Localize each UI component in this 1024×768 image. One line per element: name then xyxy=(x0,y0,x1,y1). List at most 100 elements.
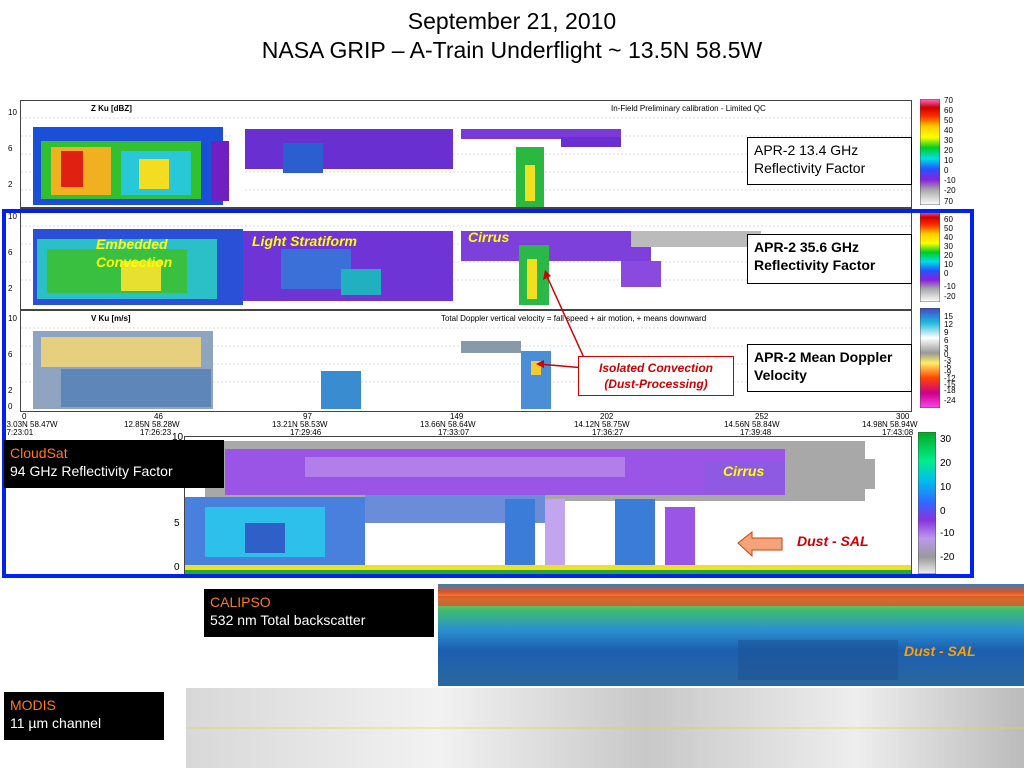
colorbar-label: 12 xyxy=(944,320,953,329)
calipso-panel xyxy=(438,584,1024,686)
x-tick-time: 17:43:08 xyxy=(882,428,914,437)
apr2-ku-header: Z Ku [dBZ] xyxy=(91,104,132,113)
y-tick: 10 xyxy=(8,314,17,323)
apr2-doppler-image xyxy=(21,327,911,409)
modis-panel xyxy=(186,688,1024,768)
annotation-light-stratiform: Light Stratiform xyxy=(252,233,357,249)
x-tick-km: 0 xyxy=(22,412,27,421)
colorbar-ka xyxy=(920,210,940,302)
colorbar-label: 20 xyxy=(944,146,953,155)
colorbar-label: 70 xyxy=(944,96,953,105)
colorbar-label: -20 xyxy=(944,292,956,301)
x-tick-km: 46 xyxy=(154,412,163,421)
y-tick: 2 xyxy=(8,180,13,189)
modis-image xyxy=(186,688,1024,768)
cloudsat-y-tick: 5 xyxy=(174,518,180,529)
x-tick-loc: 14.56N 58.84W xyxy=(724,420,780,429)
colorbar-label: 30 xyxy=(940,434,952,445)
colorbar-label: 0 xyxy=(944,269,949,278)
apr2-doppler-header: V Ku [m/s] xyxy=(91,314,131,323)
colorbar-label: 0 xyxy=(944,350,949,359)
cloudsat-panel xyxy=(184,436,912,578)
annotation-dust-sal-calipso: Dust - SAL xyxy=(904,643,976,659)
x-tick-time: 17:29:46 xyxy=(290,428,322,437)
cloudsat-name: CloudSat xyxy=(10,445,68,461)
colorbar-label: 10 xyxy=(944,156,953,165)
colorbar-label: 50 xyxy=(944,116,953,125)
cloudsat-y-tick: 0 xyxy=(174,562,180,573)
colorbar-cloudsat xyxy=(918,432,936,574)
colorbar-label: 10 xyxy=(944,260,953,269)
x-tick-km: 97 xyxy=(303,412,312,421)
x-tick-time: 17:23:01 xyxy=(2,428,34,437)
colorbar-label: 15 xyxy=(944,312,953,321)
apr2-ka-image xyxy=(21,225,911,305)
colorbar-label: 60 xyxy=(944,215,953,224)
colorbar-label: -10 xyxy=(940,528,955,539)
x-tick-km: 202 xyxy=(600,412,614,421)
colorbar-label: -20 xyxy=(944,186,956,195)
calipso-image xyxy=(438,584,1024,686)
apr2-ka-label: APR-2 35.6 GHz Reflectivity Factor xyxy=(747,234,912,284)
apr2-ku-image xyxy=(21,117,911,207)
title-line-2: NASA GRIP – A-Train Underflight ~ 13.5N … xyxy=(261,37,763,63)
x-tick-loc: 14.12N 58.75W xyxy=(574,420,630,429)
x-tick-km: 252 xyxy=(755,412,769,421)
x-tick-loc: 13.21N 58.53W xyxy=(272,420,328,429)
colorbar-label: 30 xyxy=(944,242,953,251)
colorbar-label: 3 xyxy=(944,344,949,353)
colorbar-label: -20 xyxy=(940,552,955,563)
colorbar-doppler xyxy=(920,308,940,408)
apr2-doppler-label: APR-2 Mean Doppler Velocity xyxy=(747,344,912,392)
colorbar-label: -24 xyxy=(944,396,956,405)
x-tick-loc: 12.85N 58.28W xyxy=(124,420,180,429)
apr2-ku-label: APR-2 13.4 GHz Reflectivity Factor xyxy=(747,137,912,185)
colorbar-label: 40 xyxy=(944,233,953,242)
colorbar-label: -9 xyxy=(944,368,952,377)
y-tick: 2 xyxy=(8,284,13,293)
y-tick: 10 xyxy=(8,212,17,221)
calipso-label: CALIPSO 532 nm Total backscatter xyxy=(204,589,434,637)
annotation-dust-sal-cloudsat: Dust - SAL xyxy=(797,533,869,549)
modis-desc: 11 µm channel xyxy=(10,715,102,731)
colorbar-label: 30 xyxy=(944,136,953,145)
x-tick-km: 149 xyxy=(450,412,464,421)
x-tick-loc: 13.66N 58.64W xyxy=(420,420,476,429)
colorbar-ku xyxy=(920,99,940,205)
cloudsat-desc: 94 GHz Reflectivity Factor xyxy=(10,463,173,479)
x-tick-time: 17:33:07 xyxy=(438,428,470,437)
title-line-1: September 21, 2010 xyxy=(407,8,617,34)
y-tick: 6 xyxy=(8,144,13,153)
colorbar-label: 6 xyxy=(944,336,949,345)
cloudsat-image xyxy=(185,437,911,577)
modis-name: MODIS xyxy=(10,697,56,713)
colorbar-label: -18 xyxy=(944,386,956,395)
colorbar-label: -3 xyxy=(944,356,952,365)
colorbar-label: 20 xyxy=(944,251,953,260)
x-tick-time: 17:39:48 xyxy=(740,428,772,437)
x-tick-loc: 13.03N 58.47W xyxy=(2,420,58,429)
x-tick-loc: 14.98N 58.94W xyxy=(862,420,918,429)
colorbar-label: -12 xyxy=(944,374,956,383)
y-tick: 6 xyxy=(8,248,13,257)
calipso-name: CALIPSO xyxy=(210,594,271,610)
x-tick-time: 17:26:23 xyxy=(140,428,172,437)
colorbar-label: 70 xyxy=(944,197,953,206)
x-tick-time: 17:36:27 xyxy=(592,428,624,437)
colorbar-label: 0 xyxy=(940,506,946,517)
annotation-cirrus-top: Cirrus xyxy=(468,229,510,245)
annotation-isolated-convection: Isolated Convection (Dust-Processing) xyxy=(578,356,734,396)
colorbar-label: 40 xyxy=(944,126,953,135)
colorbar-label: 60 xyxy=(944,106,953,115)
colorbar-label: 0 xyxy=(944,166,949,175)
apr2-ku-note: In-Field Preliminary calibration - Limit… xyxy=(611,104,766,113)
highlight-frame xyxy=(2,209,974,578)
annotation-cirrus-cloudsat: Cirrus xyxy=(723,463,765,479)
colorbar-label: 50 xyxy=(944,224,953,233)
colorbar-label: 9 xyxy=(944,328,949,337)
colorbar-label: -6 xyxy=(944,362,952,371)
cloudsat-label: CloudSat 94 GHz Reflectivity Factor xyxy=(4,440,224,488)
x-tick-km: 300 xyxy=(896,412,910,421)
y-tick: 6 xyxy=(8,350,13,359)
y-tick: 2 xyxy=(8,386,13,395)
